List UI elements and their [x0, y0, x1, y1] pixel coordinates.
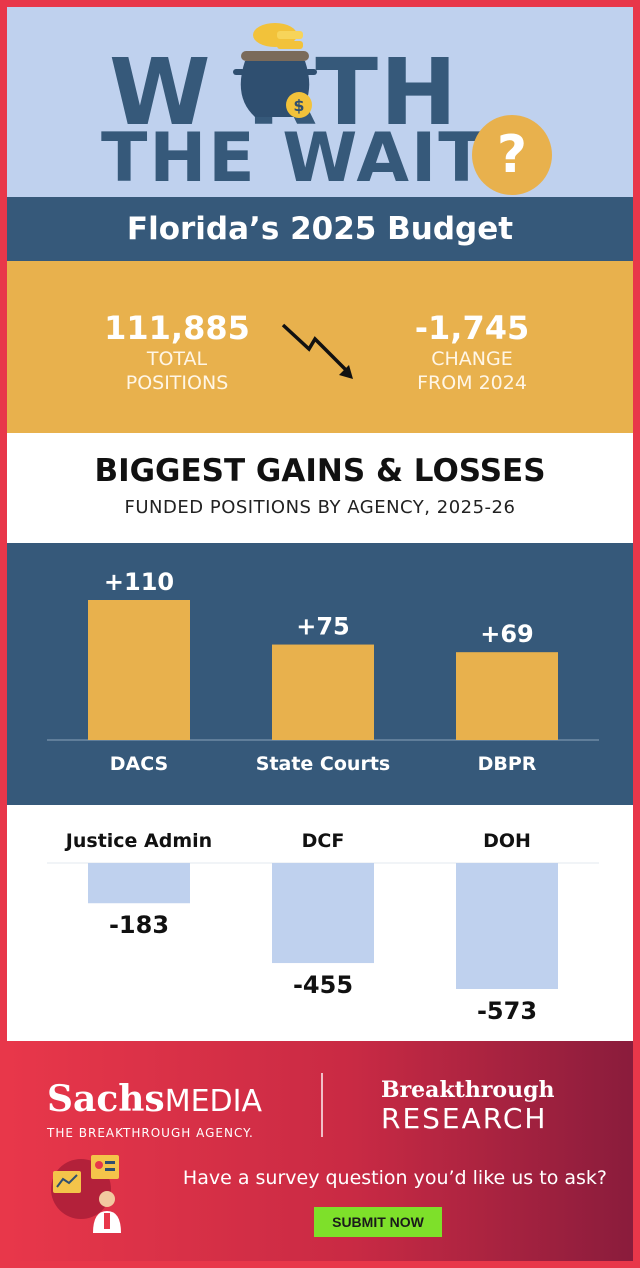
- total-positions-label-line2: POSITIONS: [125, 372, 229, 394]
- chart-subtitle: FUNDED POSITIONS BY AGENCY, 2025-26: [124, 497, 516, 518]
- bar-state-courts: [272, 644, 374, 740]
- bar-dbpr: [456, 652, 558, 740]
- total-positions-stat: 111,885 TOTAL POSITIONS: [67, 309, 287, 395]
- svg-text:$: $: [293, 96, 304, 115]
- bar-doh: [456, 863, 558, 989]
- headline-line2: THE WAIT: [101, 119, 487, 198]
- footer-banner: SachsMEDIA THE BREAKTHROUGH AGENCY. Brea…: [7, 1041, 633, 1261]
- category-label-4: DCF: [302, 830, 345, 852]
- bar-dacs: [88, 600, 190, 740]
- survey-person-icon: [51, 1155, 121, 1233]
- data-label-3: -183: [109, 911, 169, 939]
- change-value: -1,745: [414, 309, 530, 347]
- category-label-0: DACS: [110, 753, 168, 775]
- category-label-5: DOH: [483, 830, 531, 852]
- gains-chart-panel: +110 DACS +75 State Courts +69 DBPR: [7, 543, 633, 805]
- data-label-0: +110: [104, 568, 174, 596]
- bar-dcf: [272, 863, 374, 964]
- data-label-1: +75: [296, 613, 350, 641]
- header: W RTH $ THE WAIT ?: [7, 7, 633, 197]
- losses-chart: Justice Admin -183 DCF -455 DOH -573: [47, 830, 599, 1025]
- change-label-line1: CHANGE: [431, 348, 513, 370]
- sachs-media-logo[interactable]: SachsMEDIA THE BREAKTHROUGH AGENCY.: [47, 1077, 307, 1140]
- total-positions-label-line1: TOTAL: [146, 348, 208, 370]
- sachs-tagline: THE BREAKTHROUGH AGENCY.: [47, 1126, 254, 1140]
- sachs-logo-media: MEDIA: [164, 1084, 262, 1119]
- change-label-line2: FROM 2024: [417, 372, 527, 394]
- stats-panel: 111,885 TOTAL POSITIONS -1,745 CHANGE FR…: [7, 261, 633, 433]
- change-stat: -1,745 CHANGE FROM 2024: [362, 309, 582, 395]
- gains-chart: +110 DACS +75 State Courts +69 DBPR: [47, 568, 599, 775]
- question-mark-badge: ?: [472, 115, 552, 195]
- dollar-coin-icon: [286, 92, 312, 118]
- research-logo-line1: Breakthrough: [381, 1077, 555, 1103]
- bar-justice-admin: [88, 863, 190, 904]
- money-pot-icon: $: [233, 23, 317, 118]
- logo-divider: [321, 1073, 323, 1137]
- trend-down-arrow-icon: [281, 323, 353, 379]
- losses-chart-panel: Justice Admin -183 DCF -455 DOH -573: [7, 805, 633, 1041]
- data-label-2: +69: [480, 620, 534, 648]
- total-positions-value: 111,885: [104, 309, 250, 347]
- category-label-1: State Courts: [256, 753, 390, 775]
- chart-titles: BIGGEST GAINS & LOSSES FUNDED POSITIONS …: [7, 433, 633, 543]
- research-logo-line2: RESEARCH: [381, 1102, 548, 1135]
- data-label-5: -573: [477, 997, 537, 1025]
- sachs-logo-bold: Sachs: [47, 1078, 165, 1120]
- category-label-3: Justice Admin: [64, 830, 212, 852]
- category-label-2: DBPR: [478, 753, 537, 775]
- data-label-4: -455: [293, 971, 353, 999]
- chart-title: BIGGEST GAINS & LOSSES: [94, 453, 546, 489]
- survey-prompt: Have a survey question you’d like us to …: [182, 1167, 607, 1189]
- budget-band-title: Florida’s 2025 Budget: [7, 197, 633, 261]
- breakthrough-research-logo[interactable]: Breakthrough RESEARCH: [381, 1077, 611, 1135]
- submit-now-button[interactable]: SUBMIT NOW: [314, 1207, 442, 1237]
